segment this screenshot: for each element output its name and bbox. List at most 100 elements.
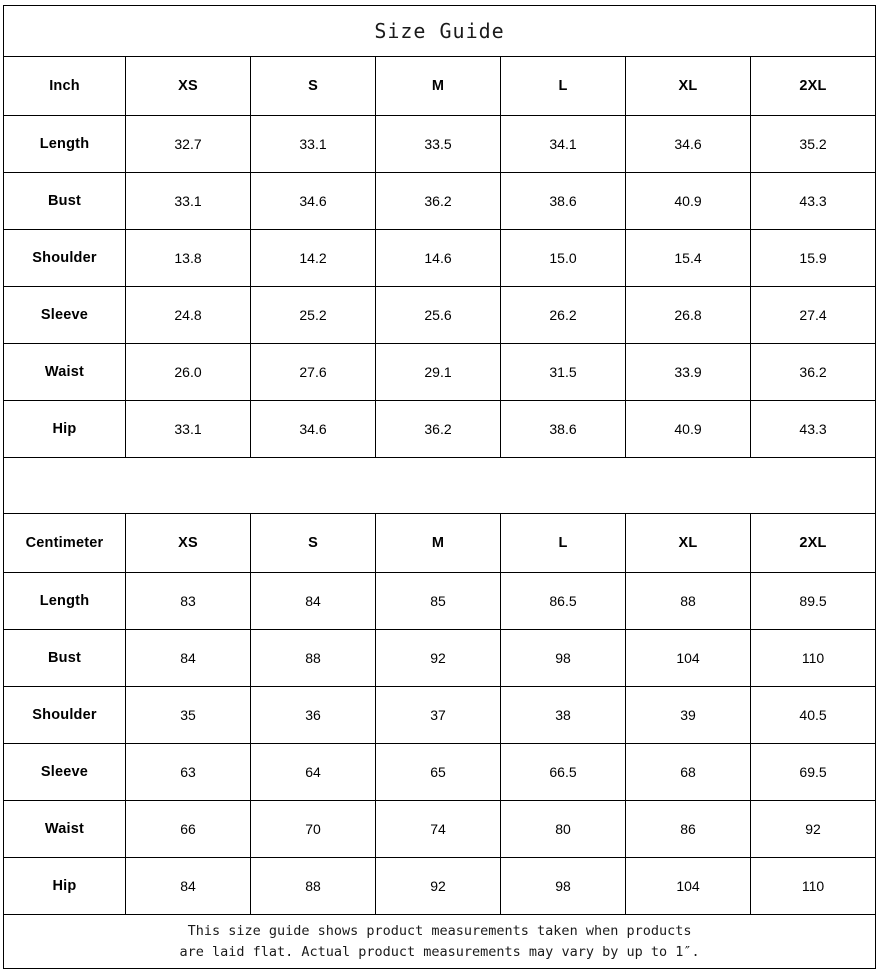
row-label-waist: Waist	[3, 343, 126, 401]
size-header-xl: XL	[625, 56, 751, 116]
cell-cm-bust-2xl: 110	[749, 629, 877, 687]
table-row: Waist 26.0 27.6 29.1 31.5 33.9 36.2	[3, 343, 877, 401]
cell-cm-sleeve-m: 65	[375, 743, 501, 801]
cell-cm-sleeve-xs: 63	[125, 743, 251, 801]
row-label-bust: Bust	[3, 172, 126, 230]
cell-inch-waist-2xl: 36.2	[749, 343, 877, 401]
cell-cm-shoulder-s: 36	[250, 686, 376, 744]
title-row: Size Guide	[2, 5, 877, 57]
size-header-cm-s: S	[250, 513, 376, 573]
cell-cm-shoulder-2xl: 40.5	[749, 686, 877, 744]
cell-inch-bust-m: 36.2	[375, 172, 501, 230]
cell-cm-hip-xl: 104	[625, 857, 751, 915]
row-label-shoulder: Shoulder	[3, 229, 126, 287]
cell-cm-sleeve-2xl: 69.5	[749, 743, 877, 801]
cell-cm-waist-xs: 66	[125, 800, 251, 858]
table-row: Length 32.7 33.1 33.5 34.1 34.6 35.2	[3, 115, 877, 173]
size-header-cm-2xl: 2XL	[749, 513, 877, 573]
cell-inch-hip-l: 38.6	[500, 400, 626, 458]
cell-inch-hip-2xl: 43.3	[749, 400, 877, 458]
cell-inch-shoulder-m: 14.6	[375, 229, 501, 287]
cell-cm-bust-l: 98	[500, 629, 626, 687]
cell-inch-bust-s: 34.6	[250, 172, 376, 230]
cell-cm-waist-s: 70	[250, 800, 376, 858]
cell-cm-sleeve-xl: 68	[625, 743, 751, 801]
cell-cm-sleeve-s: 64	[250, 743, 376, 801]
size-header-cm-l: L	[500, 513, 626, 573]
cell-cm-shoulder-m: 37	[375, 686, 501, 744]
row-label-length: Length	[3, 115, 126, 173]
cell-cm-hip-2xl: 110	[749, 857, 877, 915]
cell-inch-length-2xl: 35.2	[749, 115, 877, 173]
cell-cm-shoulder-l: 38	[500, 686, 626, 744]
cell-inch-hip-xl: 40.9	[625, 400, 751, 458]
cell-cm-hip-l: 98	[500, 857, 626, 915]
unit-label-centimeter: Centimeter	[3, 513, 126, 573]
size-header-l: L	[500, 56, 626, 116]
cell-inch-bust-l: 38.6	[500, 172, 626, 230]
table-row: Sleeve 63 64 65 66.5 68 69.5	[3, 743, 877, 801]
cell-inch-length-xs: 32.7	[125, 115, 251, 173]
cell-cm-waist-xl: 86	[625, 800, 751, 858]
cell-cm-hip-m: 92	[375, 857, 501, 915]
size-header-cm-xs: XS	[125, 513, 251, 573]
table-row: Bust 84 88 92 98 104 110	[3, 629, 877, 687]
cell-inch-shoulder-s: 14.2	[250, 229, 376, 287]
row-label-sleeve: Sleeve	[3, 286, 126, 344]
footer-row: This size guide shows product measuremen…	[2, 914, 877, 969]
cell-cm-waist-m: 74	[375, 800, 501, 858]
cell-inch-length-l: 34.1	[500, 115, 626, 173]
table-row: Bust 33.1 34.6 36.2 38.6 40.9 43.3	[3, 172, 877, 230]
table-row: Shoulder 35 36 37 38 39 40.5	[3, 686, 877, 744]
size-guide-table: Size Guide Inch XS S M L XL 2XL Length 3…	[2, 5, 877, 969]
cell-inch-bust-xs: 33.1	[125, 172, 251, 230]
cell-cm-length-s: 84	[250, 572, 376, 630]
table-row: Waist 66 70 74 80 86 92	[3, 800, 877, 858]
row-label-cm-shoulder: Shoulder	[3, 686, 126, 744]
note-line-1: This size guide shows product measuremen…	[187, 922, 692, 939]
cell-inch-sleeve-m: 25.6	[375, 286, 501, 344]
page-title: Size Guide	[2, 5, 877, 57]
size-header-cm-m: M	[375, 513, 501, 573]
cell-inch-hip-xs: 33.1	[125, 400, 251, 458]
cell-inch-hip-s: 34.6	[250, 400, 376, 458]
cell-inch-length-s: 33.1	[250, 115, 376, 173]
size-header-s: S	[250, 56, 376, 116]
table-row: Sleeve 24.8 25.2 25.6 26.2 26.8 27.4	[3, 286, 877, 344]
table-row: Shoulder 13.8 14.2 14.6 15.0 15.4 15.9	[3, 229, 877, 287]
cell-inch-hip-m: 36.2	[375, 400, 501, 458]
cell-inch-waist-m: 29.1	[375, 343, 501, 401]
cell-cm-bust-xs: 84	[125, 629, 251, 687]
table-row: Hip 84 88 92 98 104 110	[3, 857, 877, 915]
cell-inch-sleeve-2xl: 27.4	[749, 286, 877, 344]
cell-cm-shoulder-xs: 35	[125, 686, 251, 744]
size-guide-note: This size guide shows product measuremen…	[2, 914, 877, 969]
cell-inch-bust-2xl: 43.3	[749, 172, 877, 230]
size-header-m: M	[375, 56, 501, 116]
cell-inch-waist-l: 31.5	[500, 343, 626, 401]
spacer-cell	[2, 457, 877, 514]
cell-cm-length-xl: 88	[625, 572, 751, 630]
cell-cm-bust-s: 88	[250, 629, 376, 687]
cell-cm-waist-2xl: 92	[749, 800, 877, 858]
cell-cm-bust-xl: 104	[625, 629, 751, 687]
cell-inch-waist-xs: 26.0	[125, 343, 251, 401]
cell-inch-shoulder-xl: 15.4	[625, 229, 751, 287]
row-label-cm-sleeve: Sleeve	[3, 743, 126, 801]
table-row: Hip 33.1 34.6 36.2 38.6 40.9 43.3	[3, 400, 877, 458]
unit-label-inch: Inch	[3, 56, 126, 116]
size-header-xs: XS	[125, 56, 251, 116]
cell-cm-length-xs: 83	[125, 572, 251, 630]
cell-inch-bust-xl: 40.9	[625, 172, 751, 230]
cell-inch-shoulder-xs: 13.8	[125, 229, 251, 287]
cell-cm-hip-s: 88	[250, 857, 376, 915]
cell-inch-waist-s: 27.6	[250, 343, 376, 401]
cell-cm-waist-l: 80	[500, 800, 626, 858]
note-line-2: are laid flat. Actual product measuremen…	[179, 943, 700, 960]
centimeter-header-row: Centimeter XS S M L XL 2XL	[3, 513, 877, 573]
cell-cm-length-2xl: 89.5	[749, 572, 877, 630]
cell-cm-shoulder-xl: 39	[625, 686, 751, 744]
table-row: Length 83 84 85 86.5 88 89.5	[3, 572, 877, 630]
size-header-cm-xl: XL	[625, 513, 751, 573]
cell-inch-sleeve-xs: 24.8	[125, 286, 251, 344]
